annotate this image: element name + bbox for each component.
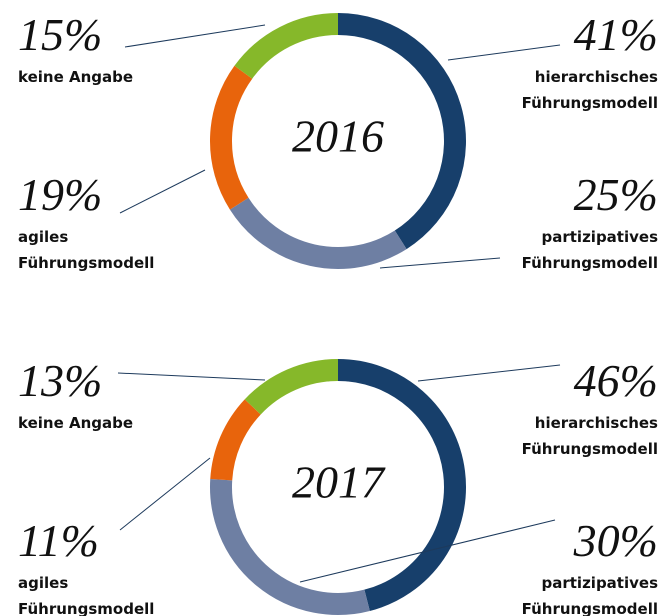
value-label: 19% [18, 169, 103, 220]
leader-line [447, 44, 561, 61]
value-label: 13% [18, 355, 103, 406]
donut-segment [234, 13, 339, 79]
donut-segment [210, 399, 261, 481]
category-label: hierarchisches Führungsmodell [521, 414, 658, 458]
donut-segment [337, 359, 466, 611]
category-label: agiles Führungsmodell [18, 228, 155, 272]
value-label: 15% [18, 9, 103, 60]
leader-line [379, 257, 501, 269]
value-label: 30% [573, 515, 658, 566]
leader-line [119, 169, 206, 214]
leader-line [299, 519, 556, 583]
category-label: agiles Führungsmodell [18, 574, 155, 616]
leader-line [119, 457, 211, 531]
category-label: hierarchisches Führungsmodell [521, 68, 658, 112]
category-label: partizipatives Führungsmodell [521, 228, 658, 272]
donut-segment [244, 359, 339, 415]
category-label: keine Angabe [18, 68, 134, 86]
center-label: 2017 [292, 457, 386, 508]
value-label: 25% [573, 169, 658, 220]
donut-segment [210, 65, 253, 210]
leader-line [417, 364, 561, 382]
category-label: partizipatives Führungsmodell [521, 574, 658, 616]
leader-line [117, 372, 266, 381]
donut-segment [337, 13, 466, 250]
category-label: keine Angabe [18, 414, 134, 432]
donut-segment [229, 197, 407, 269]
donut-segment [210, 478, 370, 615]
value-label: 41% [573, 9, 658, 60]
leader-line [124, 24, 266, 48]
value-label: 46% [573, 355, 658, 406]
center-label: 2016 [292, 111, 384, 162]
value-label: 11% [18, 515, 99, 566]
